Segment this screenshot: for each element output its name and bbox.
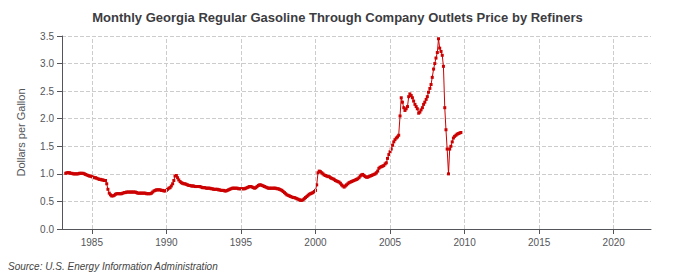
svg-text:1.0: 1.0 — [40, 168, 54, 179]
svg-text:2015: 2015 — [528, 237, 551, 248]
svg-text:2020: 2020 — [603, 237, 626, 248]
svg-text:1985: 1985 — [81, 237, 104, 248]
svg-text:1990: 1990 — [155, 237, 178, 248]
svg-text:Dollars per Gallon: Dollars per Gallon — [15, 88, 27, 176]
svg-text:Source: U.S. Energy Informatio: Source: U.S. Energy Information Administ… — [8, 261, 218, 272]
svg-text:0.5: 0.5 — [40, 196, 54, 207]
svg-text:2000: 2000 — [304, 237, 327, 248]
svg-text:3.0: 3.0 — [40, 58, 54, 69]
svg-text:2.0: 2.0 — [40, 113, 54, 124]
svg-text:1.5: 1.5 — [40, 141, 54, 152]
svg-text:2010: 2010 — [453, 237, 476, 248]
svg-text:3.5: 3.5 — [40, 31, 54, 42]
svg-text:0.0: 0.0 — [40, 224, 54, 235]
svg-text:2.5: 2.5 — [40, 86, 54, 97]
svg-text:1995: 1995 — [230, 237, 253, 248]
svg-text:Monthly Georgia Regular Gasoli: Monthly Georgia Regular Gasoline Through… — [92, 10, 582, 25]
svg-text:2005: 2005 — [379, 237, 402, 248]
